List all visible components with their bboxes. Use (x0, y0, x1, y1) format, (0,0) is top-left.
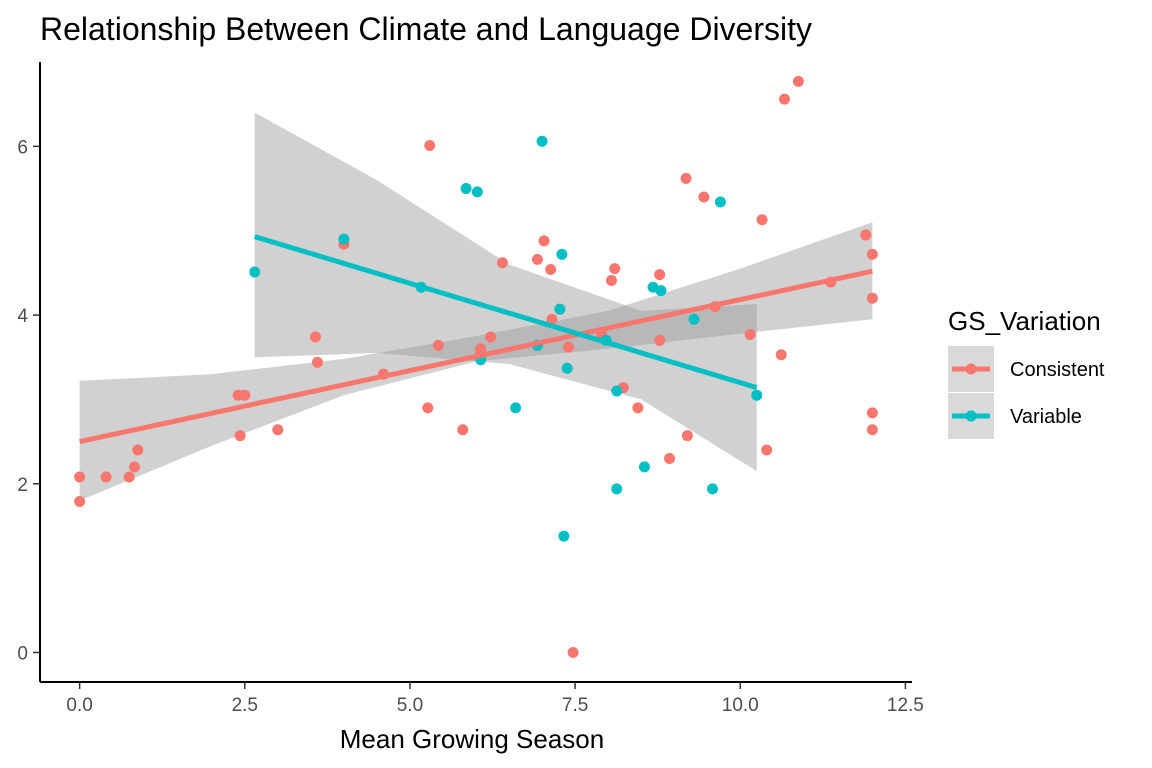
point-variable (249, 266, 261, 278)
point-variable (714, 196, 726, 208)
point-consistent (132, 444, 144, 456)
point-variable (611, 483, 623, 495)
legend-point-consistent (965, 363, 977, 375)
x-tick-label: 0.0 (66, 695, 92, 716)
x-tick-label: 7.5 (562, 695, 588, 716)
point-consistent (866, 407, 878, 419)
point-variable (460, 183, 472, 195)
point-variable (751, 389, 763, 401)
legend: GS_Variation Consistent Variable (948, 306, 1105, 439)
point-consistent (744, 328, 756, 340)
point-consistent (654, 334, 666, 346)
point-consistent (234, 430, 246, 442)
point-consistent (681, 430, 693, 442)
x-tick-label: 12.5 (887, 695, 924, 716)
y-tick-label: 2 (17, 475, 28, 496)
point-consistent (74, 471, 86, 483)
ci-band-consistent (79, 222, 873, 501)
point-consistent (866, 248, 878, 260)
point-consistent (531, 253, 543, 265)
point-consistent (680, 172, 692, 184)
ci-band-variable (254, 112, 757, 472)
x-axis-title: Mean Growing Season (340, 724, 604, 754)
point-consistent (866, 292, 878, 304)
y-tick-label: 4 (17, 306, 28, 327)
point-consistent (309, 331, 321, 343)
point-variable (536, 135, 548, 147)
point-consistent (567, 646, 579, 658)
point-consistent (761, 444, 773, 456)
point-consistent (457, 424, 469, 436)
x-tick-label: 5.0 (397, 695, 423, 716)
legend-title: GS_Variation (948, 306, 1101, 336)
point-variable (688, 313, 700, 325)
y-tick-label: 6 (17, 137, 28, 158)
point-consistent (422, 402, 434, 414)
point-consistent (239, 389, 251, 401)
point-consistent (562, 341, 574, 353)
legend-point-variable (965, 410, 977, 422)
point-consistent (272, 424, 284, 436)
fit-lines (79, 234, 873, 445)
point-variable (706, 483, 718, 495)
point-consistent (424, 140, 436, 152)
point-consistent (485, 331, 497, 343)
point-consistent (538, 235, 550, 247)
point-consistent (775, 349, 787, 361)
point-consistent (779, 93, 791, 105)
point-variable (561, 362, 573, 374)
point-variable (655, 285, 667, 297)
point-consistent (432, 339, 444, 351)
legend-label-consistent: Consistent (1010, 359, 1105, 381)
point-consistent (100, 471, 112, 483)
point-variable (558, 530, 570, 542)
legend-label-variable: Variable (1010, 406, 1082, 428)
x-tick-label: 10.0 (722, 695, 759, 716)
point-consistent (632, 402, 644, 414)
point-consistent (74, 495, 86, 507)
point-consistent (756, 214, 768, 226)
point-consistent (860, 229, 872, 241)
point-consistent (654, 269, 666, 281)
axes: 0.0 2.5 5.0 7.5 10.0 12.5 0 2 4 6 (17, 62, 924, 716)
point-variable (554, 303, 566, 315)
point-consistent (128, 461, 140, 473)
point-consistent (698, 191, 710, 203)
confidence-bands (79, 112, 873, 501)
point-consistent (609, 263, 621, 275)
point-variable (638, 461, 650, 473)
point-variable (510, 402, 522, 414)
fit-line-variable (253, 234, 758, 390)
data-points (74, 75, 878, 658)
chart-title: Relationship Between Climate and Languag… (40, 11, 812, 47)
point-consistent (123, 471, 135, 483)
point-consistent (866, 424, 878, 436)
point-consistent (311, 356, 323, 368)
point-variable (611, 385, 623, 397)
point-consistent (664, 452, 676, 464)
point-variable (338, 233, 350, 245)
y-tick-label: 0 (17, 643, 28, 664)
point-consistent (792, 75, 804, 87)
x-tick-label: 2.5 (232, 695, 258, 716)
point-consistent (605, 274, 617, 286)
point-consistent (496, 257, 508, 269)
point-variable (471, 186, 483, 198)
point-consistent (545, 264, 557, 276)
point-consistent (546, 313, 558, 325)
point-consistent (475, 343, 487, 355)
point-variable (556, 248, 568, 260)
fit-line-consistent (79, 268, 873, 445)
